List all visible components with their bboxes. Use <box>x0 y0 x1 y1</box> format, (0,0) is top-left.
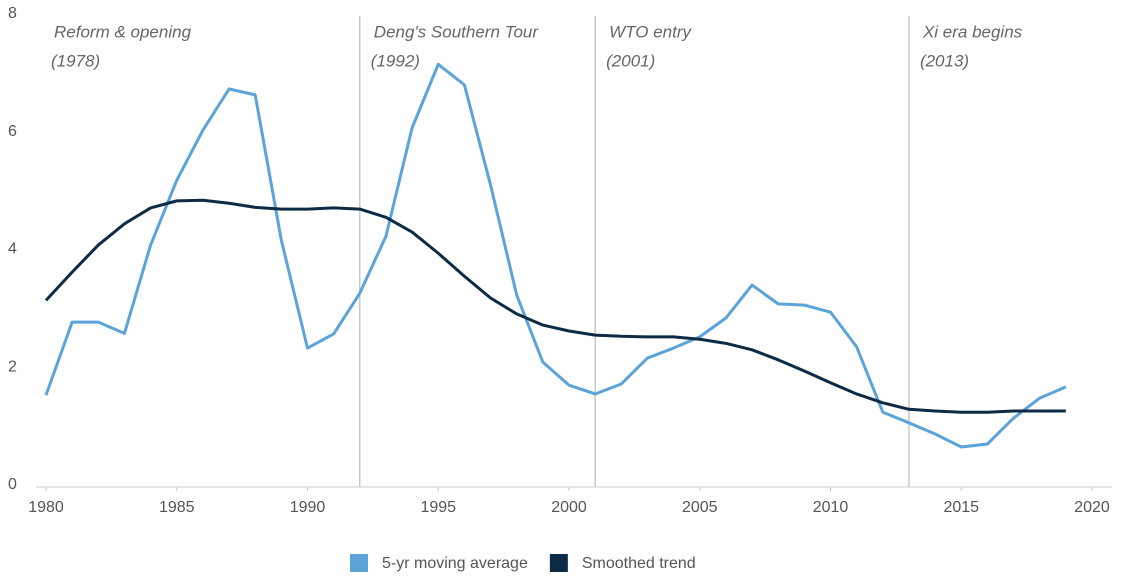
y-tick-label: 0 <box>8 476 17 493</box>
y-tick-label: 6 <box>8 123 17 140</box>
legend-swatch <box>549 554 568 572</box>
annotation-text: Xi era begins <box>922 22 1023 41</box>
x-tick-label: 1980 <box>28 499 64 516</box>
x-tick-label: 1995 <box>420 499 456 516</box>
legend-swatch <box>350 554 368 572</box>
legend-label: 5-yr moving average <box>382 555 528 572</box>
series-line <box>44 198 1066 414</box>
annotation-year: (2001) <box>606 51 655 70</box>
annotation-year: (2013) <box>920 51 969 70</box>
x-tick-label: 1985 <box>159 499 195 516</box>
x-tick-label: 2020 <box>1074 499 1110 516</box>
annotation-year: (1978) <box>51 51 100 70</box>
y-tick-label: 4 <box>8 241 17 258</box>
y-tick-label: 8 <box>8 5 17 22</box>
annotation-text: WTO entry <box>609 22 692 41</box>
x-tick-label: 1990 <box>290 499 326 516</box>
x-tick-label: 2010 <box>813 499 849 516</box>
x-tick-label: 2015 <box>943 499 979 516</box>
series-line <box>44 62 1067 449</box>
x-tick-label: 2005 <box>682 499 718 516</box>
x-tick-label: 2000 <box>551 499 587 516</box>
annotation-text: Reform & opening <box>54 22 192 41</box>
annotation-year: (1992) <box>371 51 420 70</box>
legend-label: Smoothed trend <box>582 555 696 572</box>
annotation-text: Deng's Southern Tour <box>374 22 540 41</box>
y-tick-label: 2 <box>8 358 17 375</box>
